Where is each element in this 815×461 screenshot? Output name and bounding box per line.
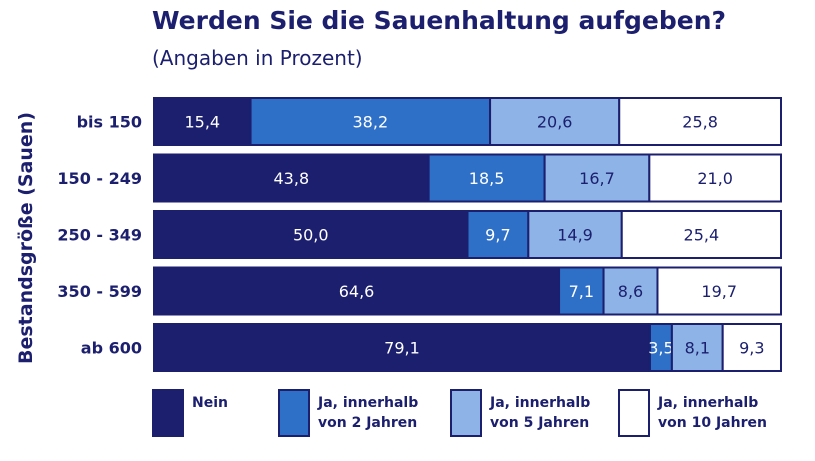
legend-item-10-jahre: Ja, innerhalb von 10 Jahren — [618, 389, 767, 437]
data-label: 9,3 — [739, 339, 764, 358]
legend-item-nein: Nein — [152, 389, 228, 437]
data-label: 25,8 — [682, 113, 718, 132]
chart-subtitle: (Angaben in Prozent) — [152, 46, 363, 70]
chart-title: Werden Sie die Sauenhaltung aufgeben? — [152, 6, 727, 35]
bar-segment-2-jahre — [558, 266, 605, 316]
data-label: 14,9 — [557, 226, 593, 245]
data-label: 16,7 — [579, 169, 615, 188]
data-label: 7,1 — [569, 282, 594, 301]
legend-label-10-jahre: Ja, innerhalb von 10 Jahren — [658, 395, 767, 431]
data-label: 43,8 — [274, 169, 310, 188]
legend-label-5-jahre: Ja, innerhalb von 5 Jahren — [490, 395, 591, 431]
data-label: 18,5 — [469, 169, 505, 188]
bar-segment-5-jahre — [543, 153, 651, 203]
legend-label-nein: Nein — [192, 395, 228, 411]
legend-item-5-jahre: Ja, innerhalb von 5 Jahren — [450, 389, 590, 437]
bar-segment-10-jahre — [618, 97, 783, 146]
legend-swatch-nein — [152, 389, 184, 437]
legend-item-2-jahre: Ja, innerhalb von 2 Jahren — [278, 389, 418, 437]
data-label: 15,4 — [184, 113, 220, 132]
category-label: ab 600 — [81, 339, 142, 358]
legend-swatch-2-jahre — [278, 389, 310, 437]
bar-segment-nein — [153, 153, 430, 203]
bar-segment-nein — [153, 323, 651, 372]
bar-segment-10-jahre — [656, 266, 783, 316]
data-label: 25,4 — [684, 226, 720, 245]
category-label: 350 - 599 — [57, 282, 142, 301]
bar-segment-nein — [153, 210, 469, 259]
category-label: 250 - 349 — [57, 226, 142, 245]
category-label: 150 - 249 — [57, 169, 142, 188]
bar-segment-5-jahre — [670, 323, 724, 372]
bar-segment-10-jahre — [620, 210, 782, 259]
data-label: 38,2 — [353, 113, 389, 132]
data-label: 64,6 — [339, 282, 375, 301]
bar-segment-2-jahre — [249, 97, 492, 146]
bar-segment-10-jahre — [648, 153, 783, 203]
bar-segment-2-jahre — [466, 210, 530, 259]
data-label: 8,6 — [618, 282, 643, 301]
data-label: 8,1 — [685, 339, 710, 358]
category-label: bis 150 — [77, 113, 142, 132]
data-label: 20,6 — [537, 113, 573, 132]
legend-label-2-jahre: Ja, innerhalb von 2 Jahren — [318, 395, 419, 431]
legend-swatch-5-jahre — [450, 389, 482, 437]
data-label: 21,0 — [697, 169, 733, 188]
legend-swatch-10-jahre — [618, 389, 650, 437]
data-label: 3,5 — [648, 339, 673, 358]
bar-segment-nein — [153, 266, 561, 316]
data-label: 19,7 — [701, 282, 737, 301]
data-label: 9,7 — [485, 226, 510, 245]
data-label: 50,0 — [293, 226, 329, 245]
bar-segment-10-jahre — [721, 323, 783, 372]
data-label: 79,1 — [384, 339, 420, 358]
